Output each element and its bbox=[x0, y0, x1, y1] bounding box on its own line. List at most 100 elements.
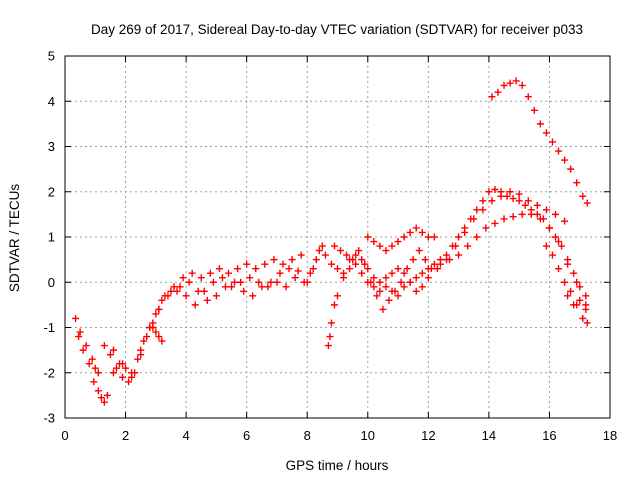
data-point bbox=[249, 292, 257, 300]
data-point bbox=[370, 283, 378, 291]
data-point bbox=[155, 305, 163, 313]
data-point bbox=[358, 269, 366, 277]
data-point bbox=[246, 274, 254, 282]
y-tick-label: 0 bbox=[48, 275, 55, 290]
data-point bbox=[215, 265, 223, 273]
series-group bbox=[109, 274, 308, 377]
data-point bbox=[109, 346, 117, 354]
data-point bbox=[200, 287, 208, 295]
data-point bbox=[152, 328, 160, 336]
data-point bbox=[561, 278, 569, 286]
data-point bbox=[140, 337, 148, 345]
data-point bbox=[237, 278, 245, 286]
data-point bbox=[312, 256, 320, 264]
data-point bbox=[555, 238, 563, 246]
data-point bbox=[358, 256, 366, 264]
data-point bbox=[394, 292, 402, 300]
data-point bbox=[231, 278, 239, 286]
series-group bbox=[364, 224, 438, 255]
data-point bbox=[527, 210, 535, 218]
data-point bbox=[473, 233, 481, 241]
data-point bbox=[88, 355, 96, 363]
data-point bbox=[352, 260, 360, 268]
data-point bbox=[583, 319, 591, 327]
data-point bbox=[264, 283, 272, 291]
data-point bbox=[567, 287, 575, 295]
data-point bbox=[170, 283, 178, 291]
series-group bbox=[488, 77, 591, 207]
data-point bbox=[179, 274, 187, 282]
data-point bbox=[406, 278, 414, 286]
data-point bbox=[382, 247, 390, 255]
data-point bbox=[109, 369, 117, 377]
data-point bbox=[194, 287, 202, 295]
data-point bbox=[397, 278, 405, 286]
data-point bbox=[370, 238, 378, 246]
data-point bbox=[424, 274, 432, 282]
data-point bbox=[279, 260, 287, 268]
data-point bbox=[203, 296, 211, 304]
data-point bbox=[167, 287, 175, 295]
data-point bbox=[282, 283, 290, 291]
data-point bbox=[570, 301, 578, 309]
data-point bbox=[94, 369, 102, 377]
data-point bbox=[209, 278, 217, 286]
data-point bbox=[403, 265, 411, 273]
data-point bbox=[197, 274, 205, 282]
x-tick-label: 4 bbox=[182, 428, 189, 443]
data-point bbox=[119, 360, 127, 368]
data-point bbox=[576, 283, 584, 291]
data-point bbox=[112, 364, 120, 372]
data-point bbox=[100, 342, 108, 350]
data-point bbox=[294, 267, 302, 275]
data-point bbox=[400, 269, 408, 277]
data-point bbox=[143, 333, 151, 341]
data-point bbox=[330, 242, 338, 250]
data-point bbox=[555, 265, 563, 273]
data-point bbox=[326, 333, 334, 341]
data-point bbox=[212, 292, 220, 300]
data-point bbox=[400, 283, 408, 291]
data-point bbox=[515, 197, 523, 205]
data-point bbox=[100, 398, 108, 406]
data-point bbox=[548, 251, 556, 259]
data-point bbox=[564, 260, 572, 268]
data-point bbox=[418, 228, 426, 236]
data-point bbox=[376, 278, 384, 286]
data-point bbox=[436, 260, 444, 268]
y-tick-label: -1 bbox=[43, 320, 55, 335]
data-point bbox=[206, 269, 214, 277]
data-point bbox=[494, 88, 502, 96]
data-point bbox=[542, 242, 550, 250]
data-point bbox=[509, 195, 517, 203]
data-point bbox=[430, 260, 438, 268]
data-point bbox=[309, 265, 317, 273]
data-point bbox=[79, 346, 87, 354]
data-point bbox=[364, 233, 372, 241]
data-point bbox=[334, 265, 341, 273]
x-axis-label: GPS time / hours bbox=[286, 458, 389, 473]
data-point bbox=[97, 394, 105, 402]
data-point bbox=[391, 287, 399, 295]
data-point bbox=[270, 256, 278, 264]
data-point bbox=[497, 192, 505, 200]
data-point bbox=[536, 215, 544, 223]
chart-title: Day 269 of 2017, Sidereal Day-to-day VTE… bbox=[91, 22, 583, 37]
data-point bbox=[533, 210, 541, 218]
data-point bbox=[561, 156, 569, 164]
data-point bbox=[72, 314, 80, 322]
data-point bbox=[524, 197, 532, 205]
data-point bbox=[552, 233, 559, 241]
data-point bbox=[500, 81, 508, 89]
data-point bbox=[570, 269, 578, 277]
data-point bbox=[252, 265, 260, 273]
y-tick-label: -3 bbox=[43, 411, 55, 426]
data-point bbox=[361, 260, 369, 268]
y-tick-label: -2 bbox=[43, 365, 55, 380]
data-point bbox=[85, 360, 93, 368]
data-point bbox=[76, 328, 84, 336]
series-group bbox=[564, 292, 590, 313]
data-point bbox=[364, 265, 372, 273]
